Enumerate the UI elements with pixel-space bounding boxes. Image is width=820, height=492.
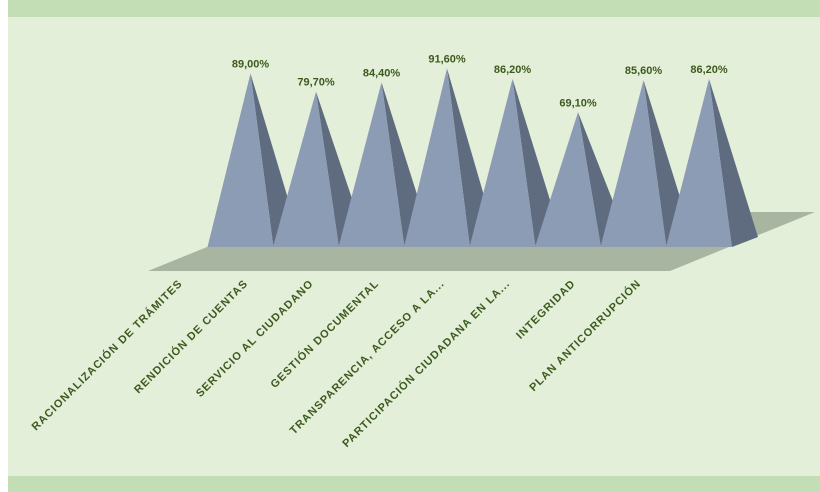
bottom-band	[8, 476, 820, 492]
bar	[273, 91, 339, 248]
data-label: 85,60%	[625, 65, 663, 77]
data-labels-group: 89,00% 79,70% 84,40% 91,60% 86,20% 69,10% 85,6…	[232, 53, 728, 109]
bar	[469, 78, 536, 247]
bar	[207, 73, 274, 247]
data-label: 86,20%	[494, 64, 532, 76]
data-label: 84,40%	[363, 67, 401, 79]
bar	[666, 78, 732, 247]
bar-side	[709, 78, 758, 247]
data-label: 79,70%	[297, 77, 335, 89]
bar	[338, 82, 405, 247]
bars-group	[207, 68, 758, 248]
data-label: 91,60%	[428, 53, 466, 65]
data-label: 86,20%	[690, 64, 728, 76]
bar	[404, 68, 470, 247]
bar	[600, 80, 667, 247]
top-band	[8, 0, 820, 17]
data-label: 69,10%	[559, 97, 597, 109]
bar	[535, 112, 601, 247]
data-label: 89,00%	[232, 58, 270, 70]
